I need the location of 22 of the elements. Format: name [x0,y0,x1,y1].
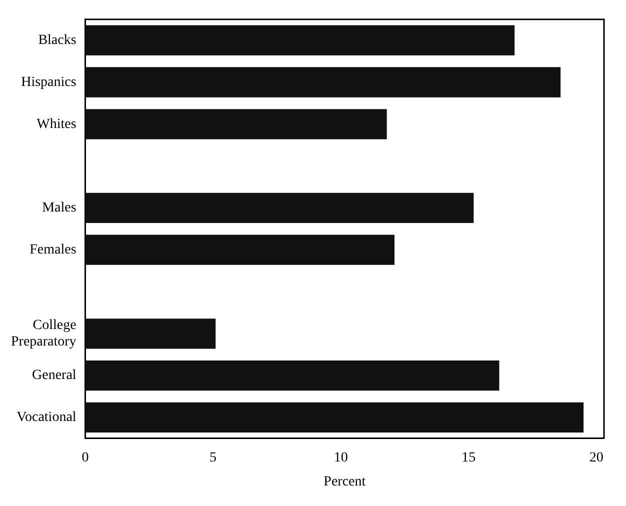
x-tick-label: 20 [589,450,604,466]
bar [85,234,394,265]
y-tick-label: Females [30,242,76,258]
y-tick-label: Whites [36,116,76,132]
x-tick-label: 10 [334,450,348,466]
bar [85,25,515,56]
x-axis-title: Percent [324,474,366,490]
bar [85,318,216,349]
y-tick-label: Vocational [16,410,76,426]
y-tick-label: Males [42,200,76,216]
y-tick-label: College Preparatory [10,318,76,350]
y-tick-label: General [32,368,76,384]
x-tick-label: 5 [210,450,217,466]
bar [85,360,500,391]
y-tick-label: Hispanics [21,74,76,90]
bar [85,192,474,224]
x-tick-label: 0 [82,450,89,466]
bar [85,67,561,98]
bar [85,402,584,433]
x-tick-label: 15 [462,450,476,466]
bar [85,109,387,140]
y-tick-label: Blacks [38,33,76,48]
